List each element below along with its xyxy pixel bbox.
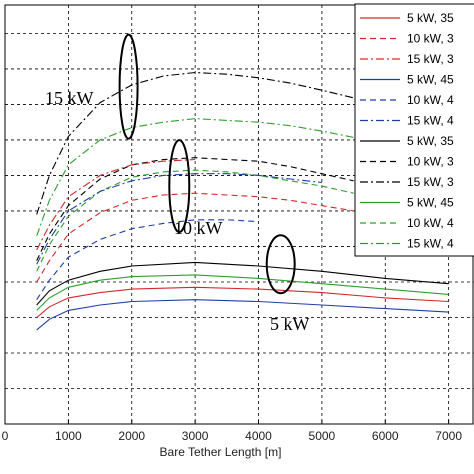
series-line-12: [36, 173, 322, 265]
series-line-11: [36, 219, 259, 301]
legend-label: 15 kW, 3: [407, 175, 454, 189]
series-line-9: [36, 158, 196, 251]
x-ticks: 0 1000 2000 3000 4000 5000 6000 7000: [2, 420, 462, 443]
x-tick-label: 6000: [372, 429, 399, 443]
group-ellipse: [118, 33, 139, 140]
legend-label: 15 kW, 4: [407, 114, 454, 128]
legend-label: 10 kW, 4: [407, 216, 454, 230]
annotation-label: 15 kW: [45, 88, 94, 108]
series-line-6: [36, 118, 367, 236]
series-line-1: [36, 261, 449, 306]
annotation-label: 10 kW: [174, 218, 223, 238]
legend-label: 5 kW, 35: [407, 134, 454, 148]
series-line-10: [36, 299, 449, 331]
legend-label: 5 kW, 45: [407, 73, 454, 87]
legend-label: 5 kW, 45: [407, 196, 454, 210]
legend-label: 15 kW, 3: [407, 52, 454, 66]
series-line-3: [36, 71, 367, 215]
series-line-7: [36, 286, 449, 318]
legend: 5 kW, 35 10 kW, 3 15 kW, 3 5 kW, 45 10 kW, 4…: [354, 3, 474, 257]
legend-label: 15 kW, 4: [407, 237, 454, 251]
series-group: [36, 71, 449, 331]
x-tick-label: 5000: [309, 429, 336, 443]
series-line-8: [36, 192, 354, 283]
x-tick-label: 1000: [55, 429, 82, 443]
series-line-2: [36, 157, 354, 261]
x-tick-label: 0: [2, 429, 9, 443]
x-tick-label: 2000: [118, 429, 145, 443]
x-tick-label: 7000: [435, 429, 462, 443]
legend-label: 10 kW, 3: [407, 32, 454, 46]
annotations: 15 kW 10 kW 5 kW: [45, 33, 310, 334]
legend-label: 10 kW, 3: [407, 155, 454, 169]
group-ellipse: [265, 234, 296, 295]
series-line-4: [36, 274, 449, 311]
x-axis-label: Bare Tether Length [m]: [160, 445, 282, 459]
series-line-5: [36, 169, 354, 272]
legend-box: [354, 3, 474, 257]
group-ellipse: [168, 139, 191, 234]
legend-label: 10 kW, 4: [407, 93, 454, 107]
x-tick-label: 4000: [245, 429, 272, 443]
annotation-label: 5 kW: [270, 314, 310, 334]
x-tick-label: 3000: [182, 429, 209, 443]
legend-label: 5 kW, 35: [407, 11, 454, 25]
